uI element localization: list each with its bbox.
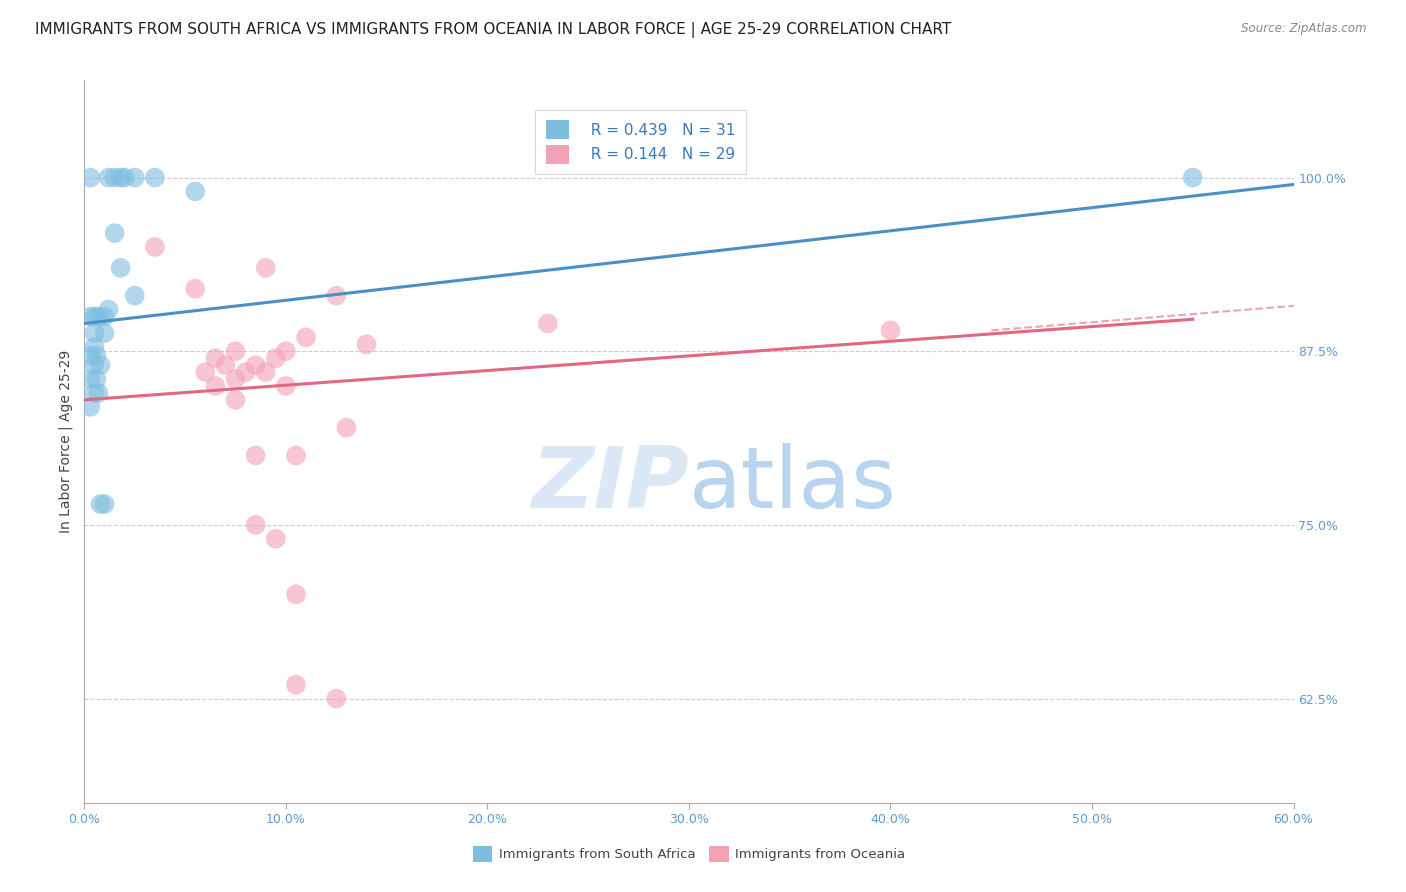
Point [225,392,247,407]
Point [110,170,132,185]
Point [225,372,247,386]
Point [110,260,132,275]
Point [93,310,115,324]
Point [143,240,166,254]
Point [104,170,127,185]
Point [285,587,308,601]
Point [93,326,115,341]
Point [204,351,226,366]
Point [335,420,357,434]
Point [87,385,110,400]
Point [83,340,105,354]
Point [184,185,207,199]
Point [245,517,267,532]
Point [254,260,277,275]
Point [1181,170,1204,185]
Point [274,344,297,359]
Point [124,170,146,185]
Point [79,348,101,362]
Point [83,326,105,341]
Point [214,358,236,372]
Point [537,317,560,331]
Point [114,170,136,185]
Point [184,282,207,296]
Point [295,330,318,344]
Point [245,358,267,372]
Point [79,372,101,386]
Point [83,310,105,324]
Point [264,351,287,366]
Point [79,170,101,185]
Point [194,365,217,379]
Point [87,310,110,324]
Point [86,348,108,362]
Point [104,226,127,240]
Point [89,497,111,511]
Point [83,385,105,400]
Text: atlas: atlas [689,443,897,526]
Point [325,691,347,706]
Text: Source: ZipAtlas.com: Source: ZipAtlas.com [1241,22,1367,36]
Point [285,678,308,692]
Point [274,379,297,393]
Point [143,170,166,185]
Point [97,302,120,317]
Point [79,400,101,414]
Point [264,532,287,546]
Point [245,449,267,463]
Point [124,288,146,302]
Point [204,379,226,393]
Point [254,365,277,379]
Point [235,365,257,379]
Legend: Immigrants from South Africa, Immigrants from Oceania: Immigrants from South Africa, Immigrants… [465,839,912,869]
Point [79,310,101,324]
Point [325,288,347,302]
Point [285,449,308,463]
Point [356,337,378,351]
Point [225,344,247,359]
Point [89,358,111,372]
Point [97,170,120,185]
Text: ZIP: ZIP [531,443,689,526]
Point [86,372,108,386]
Y-axis label: In Labor Force | Age 25-29: In Labor Force | Age 25-29 [59,350,73,533]
Text: IMMIGRANTS FROM SOUTH AFRICA VS IMMIGRANTS FROM OCEANIA IN LABOR FORCE | AGE 25-: IMMIGRANTS FROM SOUTH AFRICA VS IMMIGRAN… [35,22,952,38]
Point [83,358,105,372]
Point [93,497,115,511]
Point [879,323,901,337]
